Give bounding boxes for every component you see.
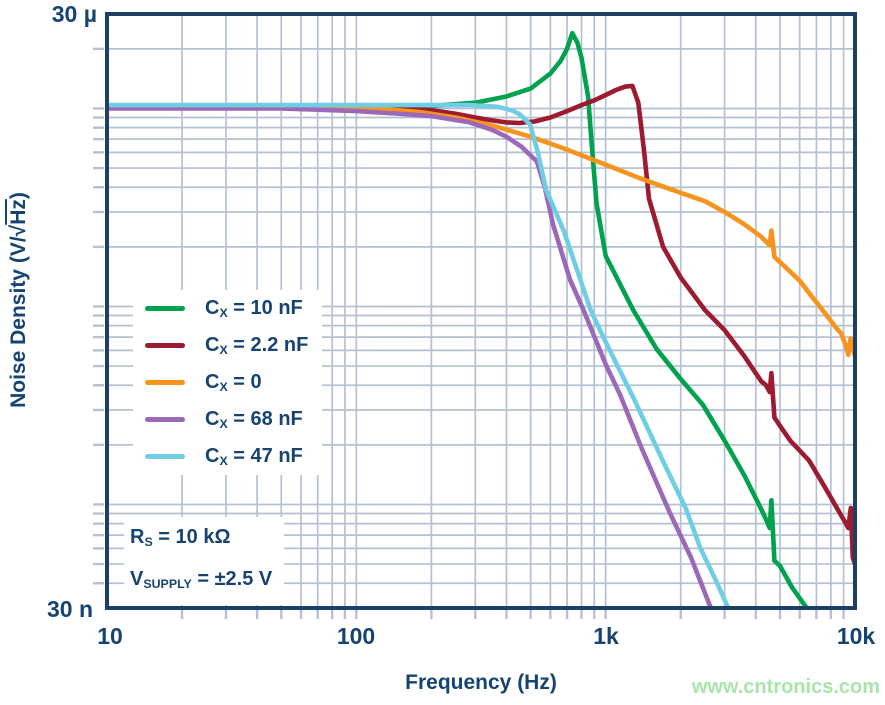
- legend-label-cx-10nf: CX = 10 nF: [205, 296, 303, 321]
- x-axis-title: Frequency (Hz): [405, 671, 557, 694]
- legend-label-cx-47nf: CX = 47 nF: [205, 444, 303, 469]
- curve-cx-2p2nf: [107, 83, 855, 567]
- legend-item-cx-0: CX = 0: [145, 364, 308, 401]
- legend-swatch-cx-0: [145, 380, 185, 385]
- curves: [107, 30, 855, 608]
- legend-label-cx-0: CX = 0: [205, 370, 262, 395]
- legend-item-cx-68nf: CX = 68 nF: [145, 401, 308, 438]
- legend-swatch-cx-2p2nf: [145, 343, 185, 348]
- watermark: www.cntronics.com: [691, 676, 880, 698]
- y-tick-label-30n: 30 n: [46, 596, 93, 622]
- curve-cx-47nf: [107, 102, 731, 608]
- legend-label-cx-2p2nf: CX = 2.2 nF: [205, 333, 309, 358]
- test-conditions-annotation: RS = 10 kΩ VSUPPLY = ±2.5 V: [124, 517, 285, 606]
- legend-item-cx-10nf: CX = 10 nF: [145, 290, 308, 327]
- x-tick-label-10k: 10k: [836, 623, 876, 649]
- y-axis-title: Noise Density (V/√Hz): [7, 90, 33, 510]
- x-tick-label-100: 100: [336, 623, 376, 649]
- annotation-line-2: VSUPPLY = ±2.5 V: [130, 568, 273, 592]
- sqrt-radicand: Hz: [7, 199, 30, 225]
- annotation-line-1: RS = 10 kΩ: [130, 526, 231, 550]
- axis-ticks: [93, 47, 845, 619]
- legend: CX = 10 nF CX = 2.2 nF CX = 0 CX = 68 nF CX …: [133, 290, 323, 475]
- y-axis-title-text: Noise Density (V/: [7, 236, 30, 408]
- legend-item-cx-2p2nf: CX = 2.2 nF: [145, 327, 308, 364]
- plot-border: [105, 12, 857, 610]
- x-tick-label-10: 10: [97, 623, 123, 649]
- sqrt-radical: √: [7, 224, 30, 237]
- y-tick-label-30u: 30 µ: [51, 1, 97, 27]
- legend-item-cx-47nf: CX = 47 nF: [145, 438, 308, 475]
- legend-swatch-cx-10nf: [145, 306, 185, 311]
- legend-label-cx-68nf: CX = 68 nF: [205, 407, 303, 432]
- legend-swatch-cx-47nf: [145, 454, 185, 459]
- curve-cx-0: [107, 104, 855, 359]
- curve-cx-10nf: [107, 30, 810, 608]
- x-tick-label-1k: 1k: [593, 623, 619, 649]
- y-axis-title-close: ): [7, 192, 30, 200]
- legend-swatch-cx-68nf: [145, 417, 185, 422]
